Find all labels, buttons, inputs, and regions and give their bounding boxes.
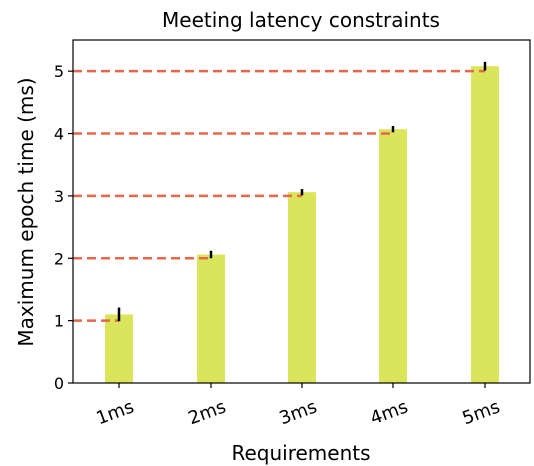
y-tick-label: 2 — [54, 249, 64, 268]
y-ticks-layer: 0 1 2 3 4 5 — [54, 62, 73, 393]
x-ticks-layer: 1ms 2ms 3ms 4ms 5ms — [93, 383, 503, 429]
requirement-lines-layer — [73, 69, 485, 322]
x-tick-label: 5ms — [459, 396, 502, 429]
y-axis-label: Maximum epoch time (ms) — [14, 77, 38, 346]
x-axis-label: Requirements — [231, 441, 370, 465]
y-tick-label: 1 — [54, 312, 64, 331]
error-bars-layer — [117, 61, 487, 322]
bar-4ms — [379, 129, 407, 383]
bar-3ms — [288, 192, 316, 383]
x-tick-label: 1ms — [93, 396, 136, 429]
bars-layer — [105, 66, 499, 384]
bar-5ms — [471, 66, 499, 384]
bar-1ms — [105, 314, 133, 383]
x-tick-label: 4ms — [367, 396, 410, 429]
bar-2ms — [197, 254, 225, 383]
chart-title: Meeting latency constraints — [162, 8, 440, 32]
y-tick-label: 0 — [54, 374, 64, 393]
y-tick-label: 5 — [54, 62, 64, 81]
x-tick-label: 3ms — [276, 396, 319, 429]
y-tick-label: 4 — [54, 125, 64, 144]
x-tick-label: 2ms — [185, 396, 228, 429]
y-tick-label: 3 — [54, 187, 64, 206]
